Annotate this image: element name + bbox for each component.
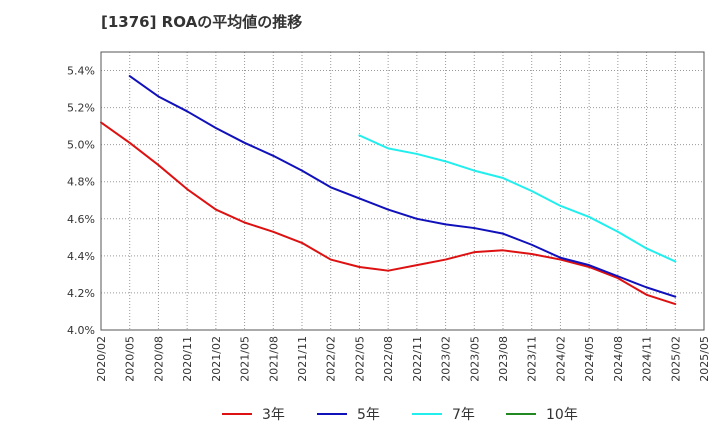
x-tick-label: 2021/11 <box>296 336 309 382</box>
y-axis-ticks: 4.0% 4.2% 4.4% 4.6% 4.8% 5.0% 5.2% 5.4% <box>67 65 95 337</box>
x-axis-ticks: 2020/02 2020/05 2020/08 2020/11 2021/02 2021/… <box>95 336 711 382</box>
legend: 3年 5年 7年 10年 <box>222 407 578 423</box>
x-tick-label: 2020/11 <box>181 336 194 382</box>
series-line-5年 <box>128 75 677 298</box>
x-tick-label: 2024/11 <box>641 336 654 382</box>
legend-label: 7年 <box>452 407 475 423</box>
y-tick-label: 5.2% <box>67 102 95 115</box>
x-tick-label: 2025/05 <box>698 336 711 382</box>
x-tick-label: 2023/08 <box>497 336 510 382</box>
x-tick-label: 2022/05 <box>353 336 366 382</box>
y-tick-label: 4.6% <box>67 213 95 226</box>
x-tick-label: 2021/05 <box>239 336 252 382</box>
x-tick-label: 2022/08 <box>382 336 395 382</box>
x-tick-label: 2020/02 <box>95 336 108 382</box>
x-tick-label: 2021/02 <box>210 336 223 382</box>
legend-label: 10年 <box>546 407 578 423</box>
x-tick-label: 2020/05 <box>124 336 137 382</box>
y-tick-label: 4.2% <box>67 287 95 300</box>
legend-label: 5年 <box>357 407 380 423</box>
x-tick-label: 2023/02 <box>440 336 453 382</box>
x-tick-label: 2022/02 <box>325 336 338 382</box>
x-tick-label: 2020/08 <box>152 336 165 382</box>
grid <box>101 52 704 330</box>
x-tick-label: 2022/11 <box>411 336 424 382</box>
series-lines <box>100 75 677 306</box>
legend-label: 3年 <box>262 407 285 423</box>
x-tick-label: 2024/02 <box>554 336 567 382</box>
series-line-3年 <box>100 121 677 306</box>
series-line-7年 <box>358 134 677 263</box>
y-tick-label: 4.0% <box>67 324 95 337</box>
x-tick-label: 2024/08 <box>612 336 625 382</box>
x-tick-label: 2025/02 <box>669 336 682 382</box>
y-tick-label: 5.0% <box>67 139 95 152</box>
y-tick-label: 5.4% <box>67 65 95 78</box>
y-tick-label: 4.8% <box>67 176 95 189</box>
x-tick-label: 2023/05 <box>468 336 481 382</box>
x-tick-label: 2023/11 <box>526 336 539 382</box>
x-tick-label: 2024/05 <box>583 336 596 382</box>
plot-frame <box>100 51 705 331</box>
x-tick-label: 2021/08 <box>267 336 280 382</box>
chart-title: [1376] ROAの平均値の推移 <box>101 13 302 31</box>
y-tick-label: 4.4% <box>67 250 95 263</box>
